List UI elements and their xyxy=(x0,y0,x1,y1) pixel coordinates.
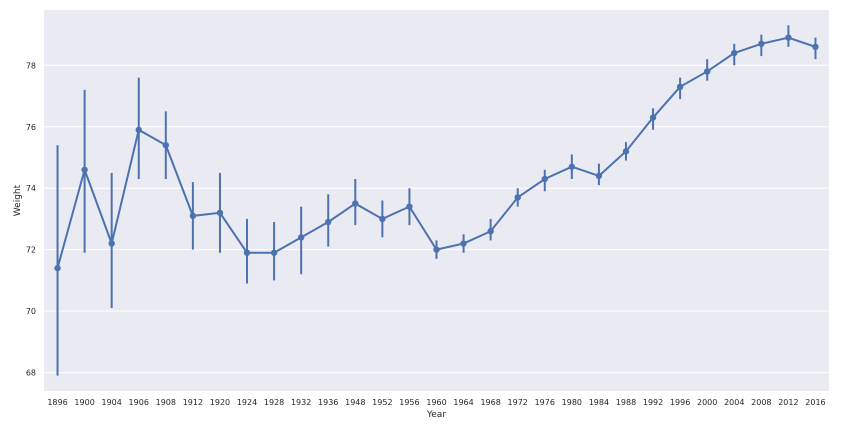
data-point xyxy=(54,264,61,272)
data-point xyxy=(270,249,278,256)
data-point xyxy=(514,194,521,201)
x-tick-label: 2012 xyxy=(778,398,798,407)
data-point xyxy=(352,200,359,207)
data-point xyxy=(703,68,711,75)
x-tick-label: 1968 xyxy=(480,398,500,407)
x-tick-label: 1906 xyxy=(129,398,149,407)
x-tick-label: 2004 xyxy=(724,398,744,407)
x-tick-labels: 1896 1900 1904 1906 1908 1912 1920 1924 1928 1932… xyxy=(47,398,825,407)
data-point xyxy=(406,203,413,210)
x-tick-label: 1908 xyxy=(156,398,176,407)
x-tick-label: 1988 xyxy=(616,398,636,407)
data-point xyxy=(812,43,819,51)
x-tick-label: 1932 xyxy=(291,398,311,407)
data-point xyxy=(568,163,576,170)
x-tick-label: 1972 xyxy=(508,398,528,407)
y-tick-labels: 68 70 72 74 76 78 xyxy=(26,61,36,377)
x-tick-label: 1956 xyxy=(399,398,419,407)
x-tick-label: 1896 xyxy=(47,398,67,407)
x-axis-label: Year xyxy=(426,410,446,420)
data-point xyxy=(189,212,197,220)
data-point xyxy=(758,40,765,47)
data-point xyxy=(676,83,684,91)
x-tick-label: 2000 xyxy=(697,398,717,407)
y-tick-label: 74 xyxy=(26,184,36,193)
x-tick-label: 1980 xyxy=(562,398,582,407)
data-point xyxy=(135,126,142,134)
y-tick-label: 76 xyxy=(26,123,36,132)
x-tick-label: 2016 xyxy=(805,398,825,407)
x-tick-label: 1904 xyxy=(101,398,121,407)
x-tick-label: 1948 xyxy=(345,398,365,407)
y-tick-label: 70 xyxy=(26,307,36,316)
data-point xyxy=(433,246,440,253)
data-point xyxy=(162,141,170,149)
x-tick-label: 1952 xyxy=(372,398,392,407)
data-point xyxy=(460,240,467,247)
x-tick-label: 1996 xyxy=(670,398,690,407)
x-tick-label: 1920 xyxy=(210,398,230,407)
data-point xyxy=(487,228,494,235)
data-point xyxy=(595,172,603,180)
y-tick-label: 78 xyxy=(26,61,36,70)
data-point xyxy=(325,218,332,226)
data-point xyxy=(108,240,115,247)
x-tick-label: 1928 xyxy=(264,398,284,407)
y-tick-label: 72 xyxy=(26,246,36,255)
plot-background xyxy=(44,10,829,391)
x-tick-label: 2008 xyxy=(751,398,771,407)
data-point xyxy=(379,215,386,223)
data-point xyxy=(297,234,305,241)
x-tick-label: 1936 xyxy=(318,398,338,407)
x-tick-label: 1976 xyxy=(535,398,555,407)
x-tick-label: 1984 xyxy=(589,398,609,407)
x-tick-label: 1964 xyxy=(453,398,473,407)
y-axis-label: Weight xyxy=(13,184,23,216)
x-tick-label: 1960 xyxy=(426,398,446,407)
data-point xyxy=(785,34,792,41)
data-point xyxy=(622,148,630,155)
data-point xyxy=(541,175,548,183)
data-point xyxy=(243,249,251,256)
x-tick-label: 1924 xyxy=(237,398,257,407)
y-tick-label: 68 xyxy=(26,369,36,378)
x-tick-label: 1992 xyxy=(643,398,663,407)
x-tick-label: 1900 xyxy=(74,398,94,407)
data-point xyxy=(731,49,738,57)
data-point xyxy=(216,209,224,216)
data-points xyxy=(54,34,819,272)
x-tick-label: 1912 xyxy=(183,398,203,407)
data-point xyxy=(81,166,88,173)
data-point xyxy=(649,114,657,121)
